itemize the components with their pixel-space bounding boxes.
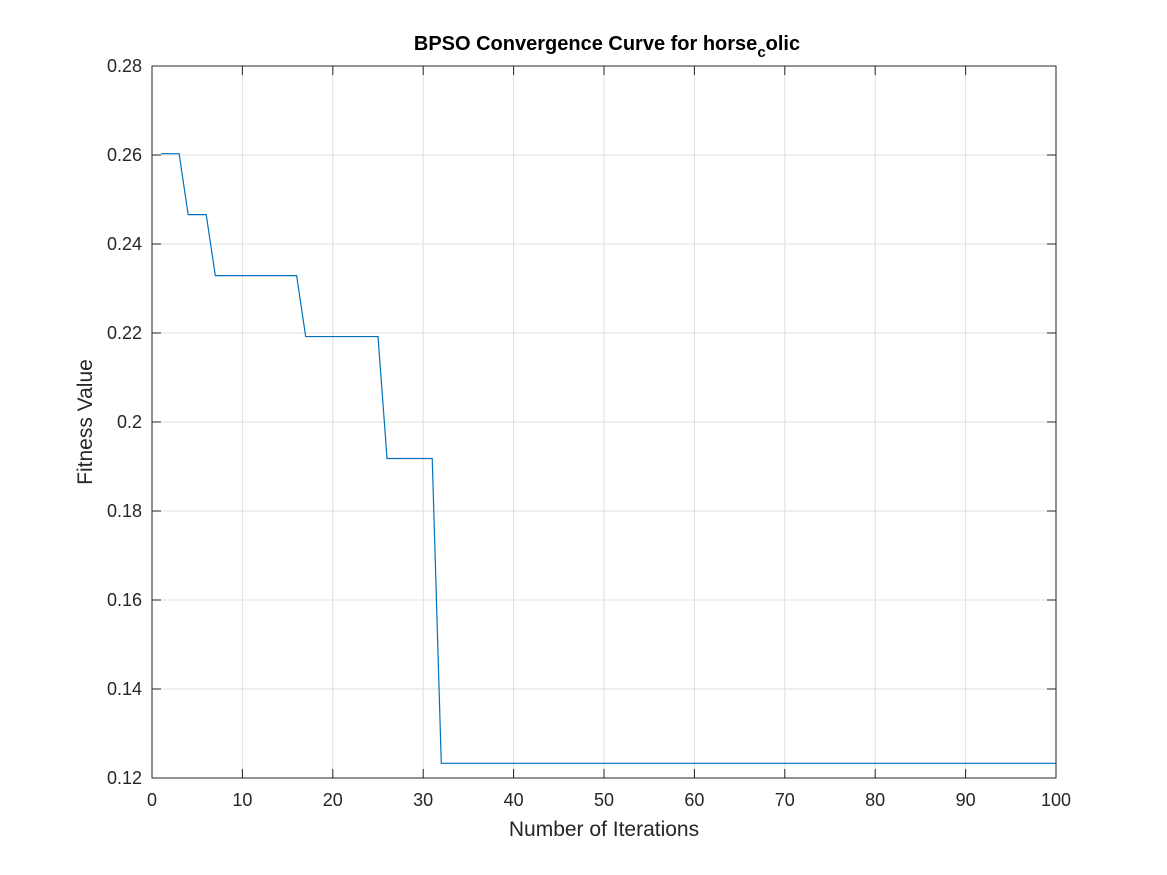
y-tick-label: 0.24 [107,234,142,254]
chart-title-main: BPSO Convergence Curve for horse [414,33,757,55]
y-tick-label: 0.16 [107,590,142,610]
x-tick-label: 30 [413,790,433,810]
y-tick-label: 0.14 [107,679,142,699]
chart-title: BPSO Convergence Curve for horsecolic [414,33,800,61]
y-tick-labels: 0.12 0.14 0.16 0.18 0.2 0.22 0.24 0.26 0.28 [107,56,142,788]
x-tick-label: 70 [775,790,795,810]
y-tick-label: 0.2 [117,412,142,432]
y-axis-label: Fitness Value [74,359,97,485]
x-tick-label: 100 [1041,790,1071,810]
y-tick-label: 0.28 [107,56,142,76]
x-tick-label: 50 [594,790,614,810]
axes-box [151,65,1057,779]
chart-title-tail: olic [766,33,800,55]
x-tick-labels: 0 10 20 30 40 50 60 70 80 90 100 [147,790,1071,810]
x-tick-label: 40 [504,790,524,810]
x-tick-label: 0 [147,790,157,810]
x-tick-label: 90 [956,790,976,810]
y-tick-label: 0.18 [107,501,142,521]
series-line [161,153,1056,764]
tick-marks [151,65,1057,779]
chart-title-subscript: c [757,44,765,61]
x-tick-label: 20 [323,790,343,810]
grid-lines [151,65,1057,779]
x-tick-label: 10 [232,790,252,810]
x-axis-label: Number of Iterations [509,818,699,841]
y-tick-label: 0.26 [107,145,142,165]
x-tick-label: 80 [865,790,885,810]
y-tick-label: 0.12 [107,768,142,788]
x-tick-label: 60 [684,790,704,810]
y-tick-label: 0.22 [107,323,142,343]
series-group [161,153,1056,764]
